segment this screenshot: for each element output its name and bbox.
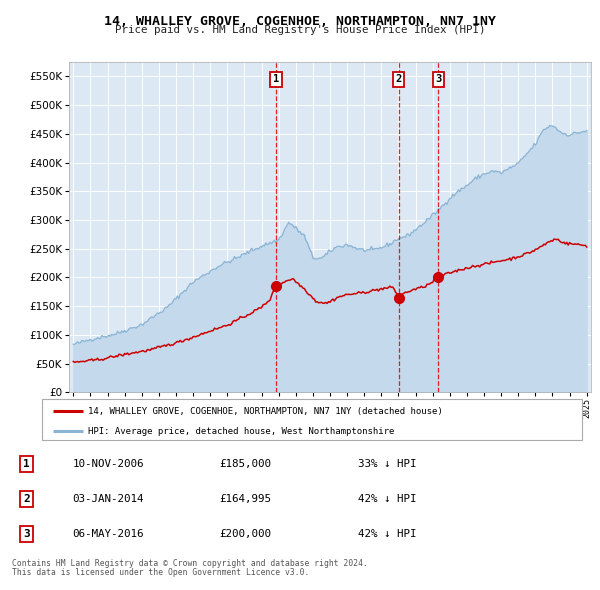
Text: £200,000: £200,000 — [220, 529, 271, 539]
Text: 14, WHALLEY GROVE, COGENHOE, NORTHAMPTON, NN7 1NY: 14, WHALLEY GROVE, COGENHOE, NORTHAMPTON… — [104, 15, 496, 28]
Text: 1: 1 — [23, 459, 30, 469]
Text: Contains HM Land Registry data © Crown copyright and database right 2024.: Contains HM Land Registry data © Crown c… — [12, 559, 368, 568]
Text: 03-JAN-2014: 03-JAN-2014 — [73, 494, 144, 504]
Text: 3: 3 — [23, 529, 30, 539]
Text: This data is licensed under the Open Government Licence v3.0.: This data is licensed under the Open Gov… — [12, 568, 310, 577]
Text: 33% ↓ HPI: 33% ↓ HPI — [358, 459, 416, 469]
Text: 06-MAY-2016: 06-MAY-2016 — [73, 529, 144, 539]
Text: 42% ↓ HPI: 42% ↓ HPI — [358, 529, 416, 539]
Text: 3: 3 — [436, 74, 442, 84]
Text: £185,000: £185,000 — [220, 459, 271, 469]
Text: £164,995: £164,995 — [220, 494, 271, 504]
Text: 14, WHALLEY GROVE, COGENHOE, NORTHAMPTON, NN7 1NY (detached house): 14, WHALLEY GROVE, COGENHOE, NORTHAMPTON… — [88, 407, 443, 415]
Text: 1: 1 — [273, 74, 280, 84]
FancyBboxPatch shape — [42, 399, 582, 440]
Text: 10-NOV-2006: 10-NOV-2006 — [73, 459, 144, 469]
Text: 42% ↓ HPI: 42% ↓ HPI — [358, 494, 416, 504]
Text: Price paid vs. HM Land Registry's House Price Index (HPI): Price paid vs. HM Land Registry's House … — [115, 25, 485, 35]
Text: 2: 2 — [395, 74, 402, 84]
Text: 2: 2 — [23, 494, 30, 504]
Text: HPI: Average price, detached house, West Northamptonshire: HPI: Average price, detached house, West… — [88, 427, 394, 435]
